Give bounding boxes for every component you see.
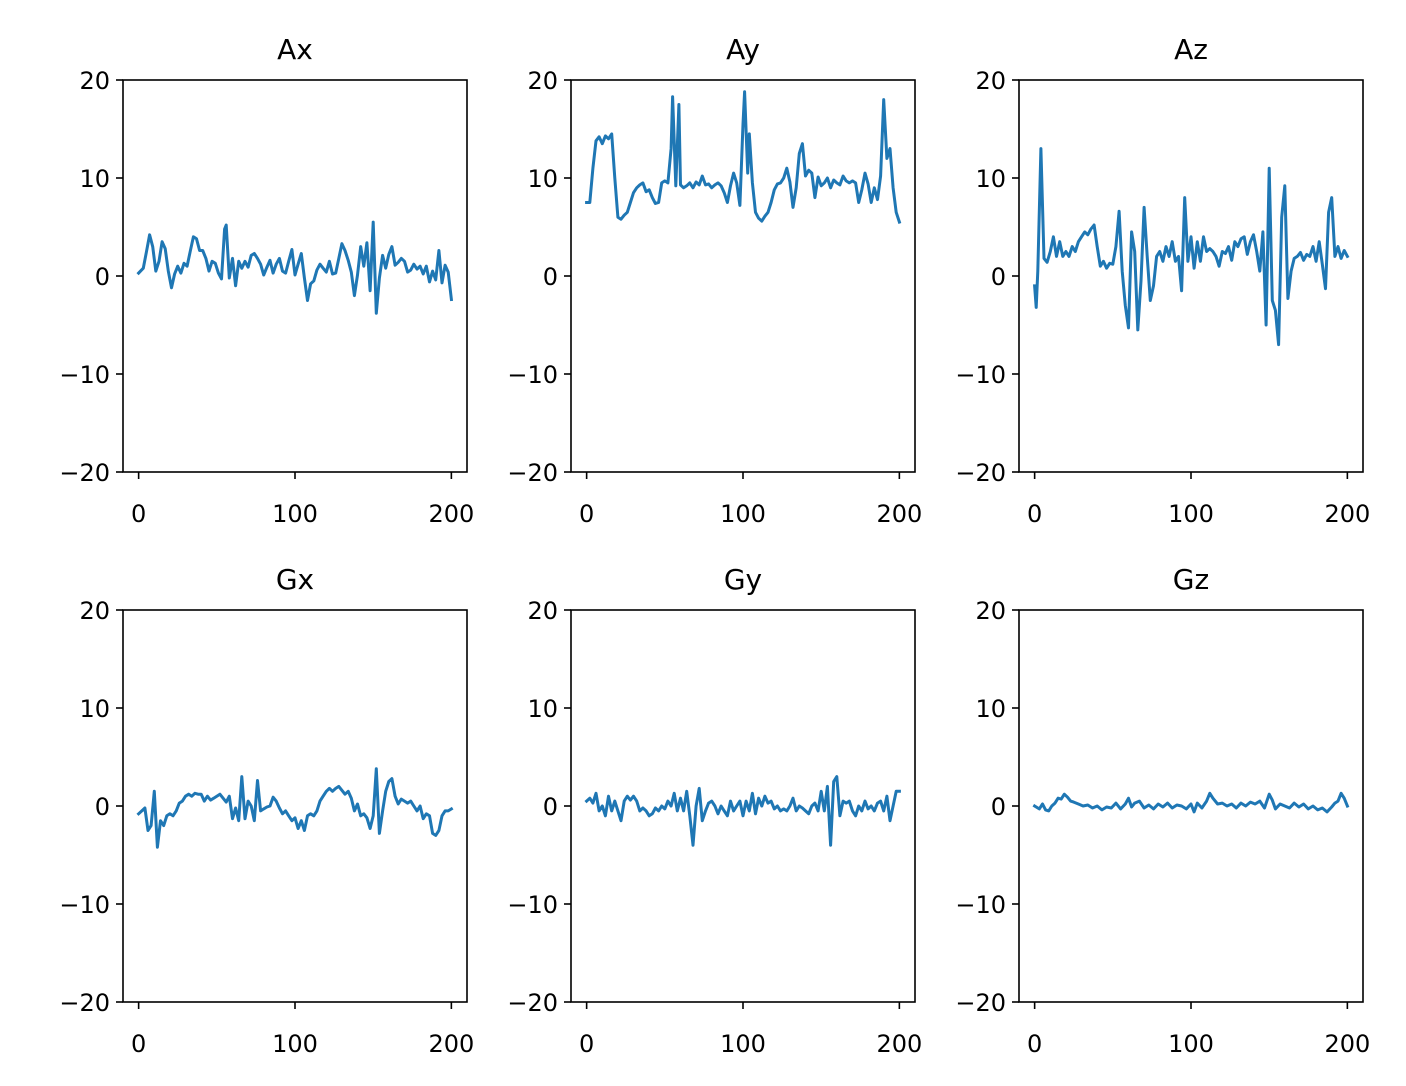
panel-gz: Gz 0 100 200 −20 −10 0 10 20	[955, 563, 1370, 1058]
panel-ay: Ay 0 100 200 −20 −10 0 10 20	[507, 33, 922, 528]
y-tick-label: 10	[975, 695, 1006, 723]
x-tick-label: 100	[720, 500, 766, 528]
y-tick-label: 20	[79, 597, 110, 625]
panel-title: Az	[1174, 33, 1208, 66]
y-tick-label: −10	[955, 361, 1006, 389]
series-line-gy	[584, 775, 901, 847]
x-tick-label: 100	[720, 1030, 766, 1058]
series-line-gz	[1032, 791, 1350, 814]
axes-frame	[1018, 79, 1364, 473]
panel-ax: Ax 0 100 200 −20 −10 0 10 20	[59, 33, 474, 528]
x-tick-label: 200	[876, 1030, 922, 1058]
panel-title: Gz	[1173, 563, 1209, 596]
panel-az: Az 0 100 200 −20 −10 0 10 20	[955, 33, 1370, 528]
y-tick-label: 10	[79, 165, 110, 193]
y-tick-label: −20	[955, 989, 1006, 1017]
y-tick-label: 20	[975, 597, 1006, 625]
x-tick-label: 0	[131, 1030, 146, 1058]
panel-title: Gx	[276, 563, 314, 596]
y-tick-label: −20	[507, 989, 558, 1017]
y-tick-label: 10	[527, 165, 558, 193]
y-tick-label: −20	[507, 459, 558, 487]
x-tick-label: 200	[876, 500, 922, 528]
y-tick-label: −20	[59, 459, 110, 487]
y-tick-label: 0	[543, 793, 558, 821]
y-tick-label: 20	[527, 67, 558, 95]
y-tick-label: 0	[991, 793, 1006, 821]
x-tick-label: 0	[579, 1030, 594, 1058]
y-tick-label: −10	[59, 891, 110, 919]
series-line-ax	[136, 220, 454, 315]
panel-gx: Gx 0 100 200 −20 −10 0 10 20	[59, 563, 474, 1058]
series-line-ay	[585, 90, 902, 224]
y-tick-label: 0	[95, 263, 110, 291]
x-tick-label: 100	[1168, 1030, 1214, 1058]
x-tick-label: 0	[1027, 1030, 1042, 1058]
y-tick-label: 20	[79, 67, 110, 95]
y-tick-label: 20	[975, 67, 1006, 95]
y-tick-label: 10	[527, 695, 558, 723]
x-tick-label: 200	[1324, 1030, 1370, 1058]
y-tick-label: −20	[59, 989, 110, 1017]
y-tick-label: −20	[955, 459, 1006, 487]
x-tick-label: 200	[428, 500, 474, 528]
y-tick-label: −10	[59, 361, 110, 389]
x-tick-label: 0	[579, 500, 594, 528]
x-tick-label: 200	[428, 1030, 474, 1058]
y-tick-label: −10	[507, 891, 558, 919]
panel-title: Ax	[277, 33, 313, 66]
panel-title: Ay	[726, 33, 760, 66]
x-tick-label: 100	[272, 1030, 318, 1058]
panel-title: Gy	[724, 563, 762, 596]
y-tick-label: 10	[79, 695, 110, 723]
x-tick-label: 0	[1027, 500, 1042, 528]
y-tick-label: −10	[955, 891, 1006, 919]
x-tick-label: 200	[1324, 500, 1370, 528]
y-tick-label: 20	[527, 597, 558, 625]
y-tick-label: −10	[507, 361, 558, 389]
series-line-az	[1032, 147, 1350, 347]
series-line-gx	[136, 767, 454, 849]
y-tick-label: 0	[95, 793, 110, 821]
x-tick-label: 0	[131, 500, 146, 528]
y-tick-label: 10	[975, 165, 1006, 193]
y-tick-label: 0	[991, 263, 1006, 291]
y-tick-label: 0	[543, 263, 558, 291]
x-tick-label: 100	[272, 500, 318, 528]
x-tick-label: 100	[1168, 500, 1214, 528]
panel-gy: Gy 0 100 200 −20 −10 0 10 20	[507, 563, 922, 1058]
